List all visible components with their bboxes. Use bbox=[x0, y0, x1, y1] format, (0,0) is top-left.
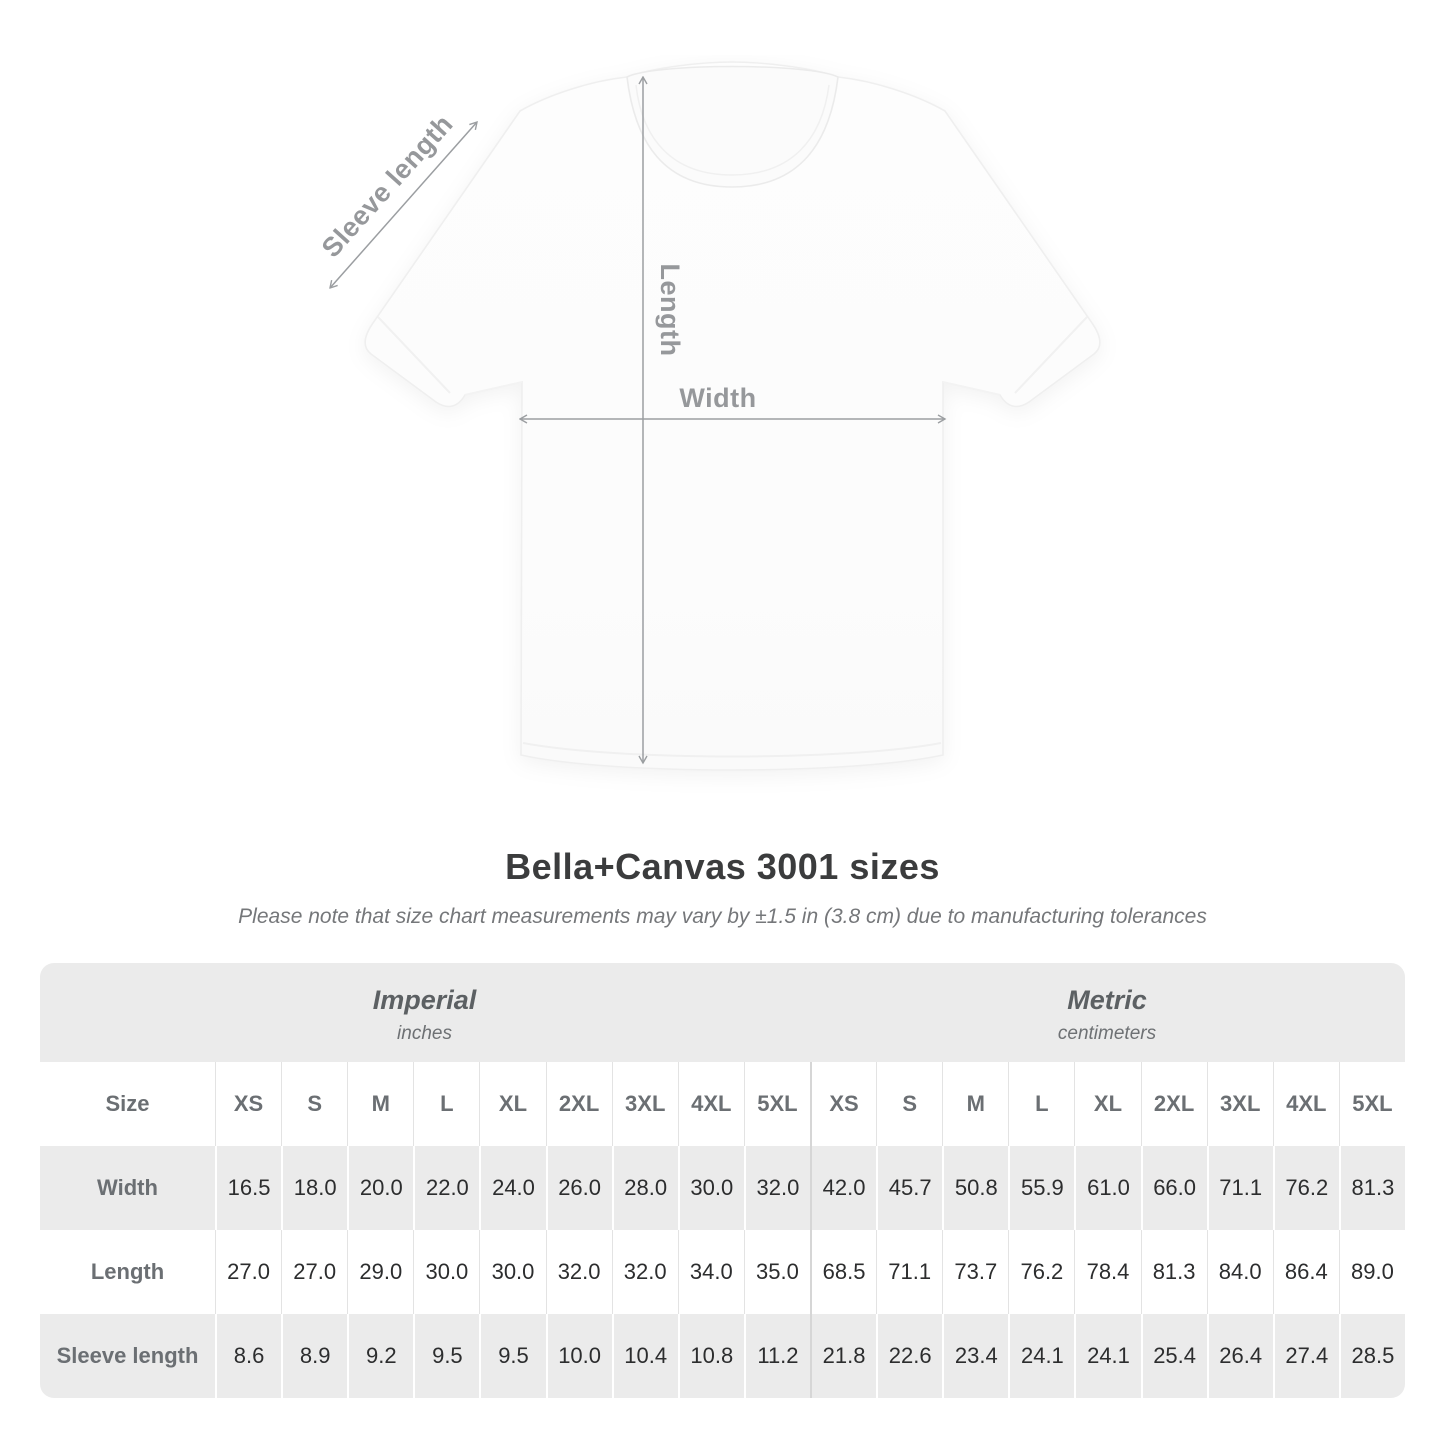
size-header-row: Size XS S M L XL 2XL 3XL 4XL 5XL XS S M … bbox=[40, 1062, 1405, 1146]
cell-value: 42.0 bbox=[810, 1146, 876, 1230]
imperial-unit: inches bbox=[397, 1022, 452, 1044]
cell-value: 10.0 bbox=[545, 1314, 612, 1398]
size-header: S bbox=[876, 1062, 942, 1146]
size-header: 3XL bbox=[611, 1062, 678, 1146]
cell-value: 30.0 bbox=[677, 1146, 744, 1230]
cell-value: 8.9 bbox=[281, 1314, 347, 1398]
sleeve-length-arrow bbox=[330, 122, 477, 288]
cell-value: 28.5 bbox=[1338, 1314, 1405, 1398]
cell-value: 30.0 bbox=[413, 1230, 479, 1314]
length-label: Length bbox=[655, 264, 685, 357]
cell-value: 21.8 bbox=[810, 1314, 876, 1398]
cell-value: 32.0 bbox=[545, 1230, 612, 1314]
size-header: 3XL bbox=[1206, 1062, 1273, 1146]
cell-value: 30.0 bbox=[479, 1230, 545, 1314]
row-label: Width bbox=[97, 1175, 158, 1200]
cell-value: 45.7 bbox=[876, 1146, 942, 1230]
cell-value: 27.0 bbox=[215, 1230, 281, 1314]
size-header: S bbox=[281, 1062, 347, 1146]
cell-value: 28.0 bbox=[611, 1146, 678, 1230]
cell-value: 61.0 bbox=[1074, 1146, 1140, 1230]
tshirt-illustration: Sleeve length Length Width bbox=[316, 61, 1101, 771]
cell-value: 22.6 bbox=[876, 1314, 942, 1398]
size-column-label: Size bbox=[105, 1091, 150, 1116]
cell-value: 76.2 bbox=[1272, 1146, 1339, 1230]
cell-value: 84.0 bbox=[1206, 1230, 1273, 1314]
cell-value: 71.1 bbox=[876, 1230, 942, 1314]
cell-value: 9.5 bbox=[413, 1314, 479, 1398]
size-header: XS bbox=[810, 1062, 876, 1146]
length-row: Length 27.0 27.0 29.0 30.0 30.0 32.0 32.… bbox=[40, 1230, 1405, 1314]
cell-value: 26.0 bbox=[545, 1146, 612, 1230]
cell-value: 23.4 bbox=[942, 1314, 1008, 1398]
cell-value: 76.2 bbox=[1008, 1230, 1074, 1314]
cell-value: 89.0 bbox=[1338, 1230, 1405, 1314]
size-header: L bbox=[1008, 1062, 1074, 1146]
cell-value: 24.1 bbox=[1008, 1314, 1074, 1398]
size-header: M bbox=[347, 1062, 413, 1146]
cell-value: 24.1 bbox=[1074, 1314, 1140, 1398]
cell-value: 32.0 bbox=[743, 1146, 810, 1230]
size-header: L bbox=[413, 1062, 479, 1146]
tshirt-shape bbox=[364, 61, 1101, 771]
cell-value: 27.4 bbox=[1272, 1314, 1339, 1398]
cell-value: 10.8 bbox=[677, 1314, 744, 1398]
metric-header: Metric centimeters bbox=[809, 963, 1405, 1062]
metric-unit: centimeters bbox=[1057, 1022, 1157, 1044]
cell-value: 20.0 bbox=[347, 1146, 413, 1230]
cell-value: 55.9 bbox=[1008, 1146, 1074, 1230]
size-header: XS bbox=[215, 1062, 281, 1146]
cell-value: 73.7 bbox=[942, 1230, 1008, 1314]
tshirt-diagram: Sleeve length Length Width bbox=[290, 55, 1170, 825]
sleeve-length-row: Sleeve length 8.6 8.9 9.2 9.5 9.5 10.0 1… bbox=[40, 1314, 1405, 1398]
width-label: Width bbox=[679, 383, 756, 413]
size-header: 2XL bbox=[1140, 1062, 1207, 1146]
cell-value: 86.4 bbox=[1272, 1230, 1339, 1314]
cell-value: 10.4 bbox=[611, 1314, 678, 1398]
cell-value: 66.0 bbox=[1140, 1146, 1207, 1230]
cell-value: 29.0 bbox=[347, 1230, 413, 1314]
cell-value: 50.8 bbox=[942, 1146, 1008, 1230]
cell-value: 26.4 bbox=[1206, 1314, 1273, 1398]
tolerance-note: Please note that size chart measurements… bbox=[238, 905, 1207, 928]
size-header: 2XL bbox=[545, 1062, 612, 1146]
cell-value: 68.5 bbox=[810, 1230, 876, 1314]
cell-value: 81.3 bbox=[1140, 1230, 1207, 1314]
unit-header-band: Imperial inches Metric centimeters bbox=[40, 963, 1405, 1062]
cell-value: 8.6 bbox=[215, 1314, 281, 1398]
row-label: Length bbox=[90, 1259, 165, 1284]
width-row: Width 16.5 18.0 20.0 22.0 24.0 26.0 28.0… bbox=[40, 1146, 1405, 1230]
metric-title: Metric bbox=[1067, 984, 1147, 1015]
cell-value: 71.1 bbox=[1206, 1146, 1273, 1230]
size-header: 5XL bbox=[1338, 1062, 1405, 1146]
cell-value: 22.0 bbox=[413, 1146, 479, 1230]
cell-value: 16.5 bbox=[215, 1146, 281, 1230]
cell-value: 32.0 bbox=[611, 1230, 678, 1314]
size-header: 4XL bbox=[677, 1062, 744, 1146]
cell-value: 34.0 bbox=[677, 1230, 744, 1314]
cell-value: 27.0 bbox=[281, 1230, 347, 1314]
cell-value: 81.3 bbox=[1338, 1146, 1405, 1230]
size-header: 4XL bbox=[1272, 1062, 1339, 1146]
size-header: XL bbox=[1074, 1062, 1140, 1146]
size-table: Imperial inches Metric centimeters Size … bbox=[40, 963, 1405, 1398]
imperial-title: Imperial bbox=[372, 984, 477, 1015]
size-header: XL bbox=[479, 1062, 545, 1146]
cell-value: 9.2 bbox=[347, 1314, 413, 1398]
cell-value: 11.2 bbox=[743, 1314, 810, 1398]
cell-value: 9.5 bbox=[479, 1314, 545, 1398]
size-header: 5XL bbox=[743, 1062, 810, 1146]
cell-value: 78.4 bbox=[1074, 1230, 1140, 1314]
cell-value: 25.4 bbox=[1140, 1314, 1207, 1398]
row-label: Sleeve length bbox=[56, 1343, 199, 1368]
size-header: M bbox=[942, 1062, 1008, 1146]
cell-value: 18.0 bbox=[281, 1146, 347, 1230]
cell-value: 35.0 bbox=[743, 1230, 810, 1314]
page-title: Bella+Canvas 3001 sizes bbox=[505, 846, 940, 887]
cell-value: 24.0 bbox=[479, 1146, 545, 1230]
imperial-header: Imperial inches bbox=[40, 963, 809, 1062]
